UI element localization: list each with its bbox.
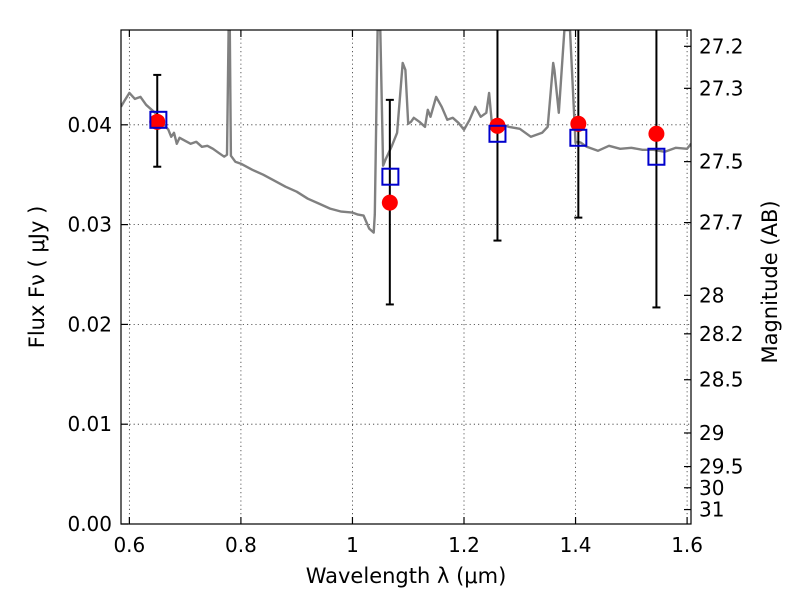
model-point: [149, 110, 168, 129]
x-tick-label: 1.2: [448, 533, 480, 557]
y-tick-label: 0.02: [67, 312, 112, 336]
mag-tick-label: 28.2: [699, 322, 744, 346]
sed-model-curve: [121, 30, 691, 234]
mag-tick-label: 29: [699, 421, 724, 445]
observed-point: [149, 113, 166, 130]
mag-tick-label: 31: [699, 498, 724, 522]
y-tick-label: 0.00: [67, 512, 112, 536]
x-tick-label: 1: [346, 533, 359, 557]
y-tick-label: 0.03: [67, 213, 112, 237]
model-point: [569, 128, 588, 147]
axis-ticks: 0.6 0.8 1 1.2 1.4 1.6 0.00 0.01 0.02 0.03 0.04 27.2…: [67, 30, 744, 557]
x-tick-label: 1.4: [560, 533, 592, 557]
mag-tick-label: 28: [699, 283, 724, 307]
x-axis-label: Wavelength λ (μm): [306, 564, 507, 588]
observed-point: [381, 194, 398, 211]
observed-point: [570, 115, 587, 132]
mag-tick-label: 29.5: [699, 455, 744, 479]
observed-point: [648, 125, 665, 142]
mag-tick-label: 27.3: [699, 76, 744, 100]
right-axis-label: Magnitude (AB): [758, 200, 782, 363]
model-point: [647, 147, 666, 166]
x-tick-label: 0.8: [225, 533, 257, 557]
mag-tick-label: 27.5: [699, 150, 744, 174]
sed-line: [121, 30, 691, 234]
error-bars: [153, 30, 661, 309]
mag-tick-label: 30: [699, 476, 724, 500]
data-points: [149, 110, 666, 211]
x-tick-label: 0.6: [113, 533, 145, 557]
y-tick-label: 0.04: [67, 113, 112, 137]
plot-frame: [120, 29, 692, 525]
y-axis-label: Flux Fν ( μJy ): [25, 206, 49, 349]
model-point: [488, 124, 507, 143]
model-point: [381, 167, 400, 186]
x-tick-label: 1.6: [671, 533, 703, 557]
mag-tick-label: 27.7: [699, 211, 744, 235]
mag-tick-label: 28.5: [699, 368, 744, 392]
mag-tick-label: 27.2: [699, 34, 744, 58]
y-tick-label: 0.01: [67, 412, 112, 436]
